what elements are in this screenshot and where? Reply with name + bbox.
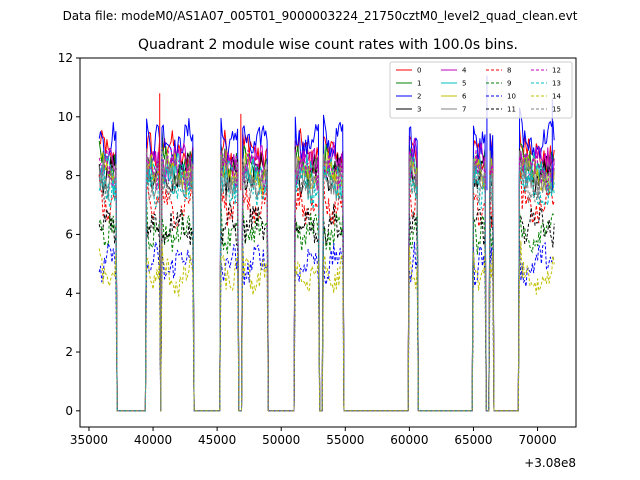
legend-label-15: 15 [552, 106, 561, 114]
figure-suptitle: Data file: modeM0/AS1A07_005T01_90000032… [63, 9, 578, 23]
legend-label-13: 13 [552, 80, 561, 88]
x-tick-label: 35000 [70, 433, 108, 447]
legend-label-12: 12 [552, 67, 561, 75]
series-layer [98, 75, 555, 412]
series-line-15 [98, 147, 555, 412]
legend-label-2: 2 [417, 93, 421, 101]
x-tick-label: 55000 [326, 433, 364, 447]
x-tick-label: 40000 [134, 433, 172, 447]
x-tick-label: 60000 [390, 433, 428, 447]
series-line-7 [99, 150, 555, 412]
series-line-6 [98, 149, 555, 412]
series-line-10 [98, 241, 555, 412]
legend-label-3: 3 [417, 106, 421, 114]
legend-label-4: 4 [462, 67, 467, 75]
series-line-8 [98, 166, 555, 412]
legend-label-14: 14 [552, 93, 561, 101]
y-tick-label: 12 [58, 51, 73, 65]
legend-label-1: 1 [417, 80, 421, 88]
x-tick-label: 45000 [198, 433, 236, 447]
x-tick-label: 70000 [518, 433, 556, 447]
series-line-14 [98, 240, 555, 412]
legend-box [389, 61, 573, 119]
legend-label-11: 11 [507, 106, 516, 114]
x-tick-label: 65000 [454, 433, 492, 447]
y-tick-label: 0 [65, 404, 73, 418]
legend-label-6: 6 [462, 93, 467, 101]
legend-label-7: 7 [462, 106, 466, 114]
y-tick-label: 8 [65, 169, 73, 183]
x-tick-label: 50000 [262, 433, 300, 447]
legend-label-10: 10 [507, 93, 516, 101]
plot-frame [79, 57, 577, 428]
series-line-13 [98, 160, 555, 412]
y-tick-label: 6 [65, 227, 73, 241]
x-offset-label: +3.08e8 [524, 456, 576, 470]
y-tick-label: 2 [65, 345, 73, 359]
legend-label-5: 5 [462, 80, 466, 88]
series-line-9 [98, 198, 555, 412]
legend-label-9: 9 [507, 80, 511, 88]
legend-label-0: 0 [417, 67, 421, 75]
axes: 35000 40000 45000 50000 55000 60000 65000 70000… [58, 51, 577, 447]
chart-title: Quadrant 2 module wise count rates with … [138, 37, 518, 53]
y-tick-label: 4 [65, 286, 73, 300]
y-tick-label: 10 [58, 110, 73, 124]
legend-label-8: 8 [507, 67, 511, 75]
series-line-11 [98, 202, 555, 412]
